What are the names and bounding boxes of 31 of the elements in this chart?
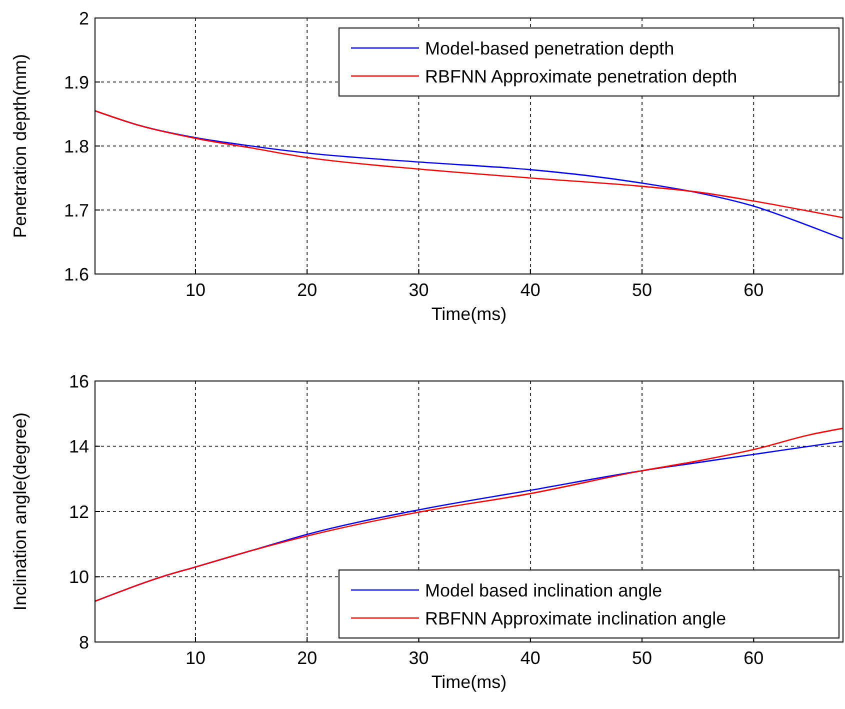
legend-label: Model-based penetration depth <box>425 38 674 58</box>
x-axis-title: Time(ms) <box>431 672 507 692</box>
y-tick-label: 1.6 <box>64 264 89 284</box>
x-tick-label: 60 <box>744 648 764 668</box>
legend-label: Model based inclination angle <box>425 580 662 600</box>
y-tick-label: 1.8 <box>64 136 89 156</box>
x-axis-title: Time(ms) <box>431 304 507 324</box>
y-axis-title: Penetration depth(mm) <box>10 54 30 238</box>
y-tick-label: 8 <box>78 632 89 652</box>
x-tick-label: 50 <box>632 280 652 300</box>
x-tick-label: 40 <box>520 280 540 300</box>
x-tick-label: 20 <box>297 280 318 300</box>
y-tick-label: 2 <box>78 8 89 28</box>
x-tick-label: 10 <box>185 648 206 668</box>
x-tick-label: 30 <box>408 280 429 300</box>
y-axis-title: Inclination angle(degree) <box>10 412 30 611</box>
y-tick-label: 16 <box>68 371 89 392</box>
x-tick-label: 20 <box>297 648 318 668</box>
x-tick-label: 30 <box>408 648 429 668</box>
y-tick-label: 10 <box>68 567 89 588</box>
y-tick-label: 1.9 <box>64 72 89 92</box>
y-tick-label: 12 <box>68 502 89 522</box>
y-tick-label: 14 <box>68 436 89 457</box>
x-tick-label: 40 <box>520 648 540 668</box>
x-tick-label: 60 <box>744 280 764 300</box>
legend-label: RBFNN Approximate penetration depth <box>425 66 738 86</box>
line-series <box>95 110 843 218</box>
x-tick-label: 50 <box>632 648 652 668</box>
y-tick-label: 1.7 <box>64 200 89 220</box>
x-tick-label: 10 <box>185 280 206 300</box>
legend-label: RBFNN Approximate inclination angle <box>425 608 726 628</box>
